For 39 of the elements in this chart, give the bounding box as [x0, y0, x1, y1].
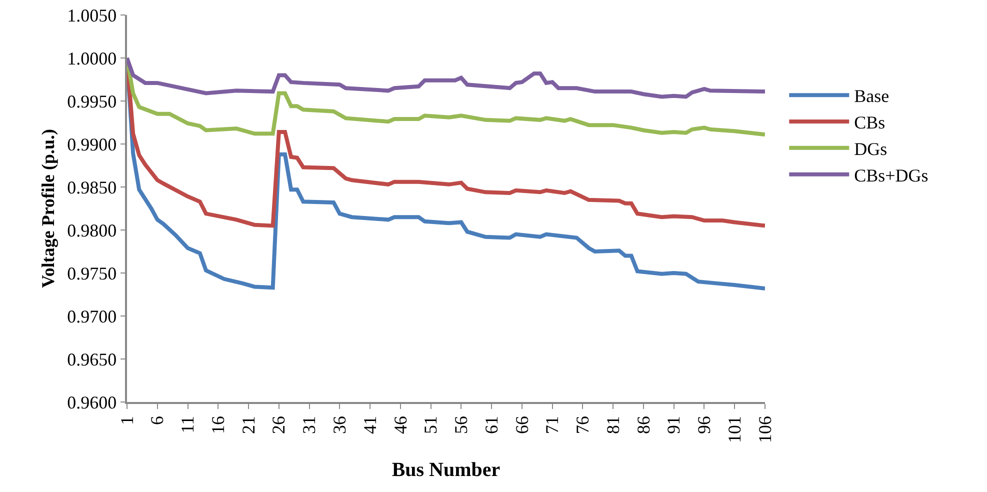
- x-tick-label: 76: [572, 416, 593, 434]
- y-tick-label: 0.9600: [67, 392, 117, 412]
- legend-label: Base: [854, 86, 890, 106]
- y-tick-label: 0.9750: [67, 263, 117, 284]
- y-tick-label: 0.9650: [67, 349, 117, 370]
- x-tick-label: 106: [754, 416, 775, 443]
- y-tick-label: 0.9850: [67, 177, 117, 198]
- x-tick-label: 41: [360, 416, 380, 434]
- x-tick-label: 66: [512, 416, 532, 434]
- x-tick-label: 46: [390, 416, 410, 434]
- y-tick-label: 0.9800: [67, 220, 117, 240]
- x-tick-label: 26: [268, 416, 289, 434]
- x-tick-label: 81: [602, 416, 623, 434]
- legend-label: CBs: [854, 112, 886, 133]
- x-tick-label: 86: [633, 416, 654, 434]
- x-tick-label: 6: [147, 416, 168, 425]
- y-tick-label: 1.0050: [67, 5, 117, 26]
- y-axis-title: Voltage Profile (p.u.): [38, 129, 58, 288]
- x-tick-label: 21: [238, 416, 258, 434]
- legend-label: CBs+DGs: [854, 165, 928, 186]
- x-tick-label: 91: [664, 416, 684, 434]
- x-tick-label: 51: [420, 416, 441, 434]
- x-tick-label: 16: [208, 416, 228, 434]
- x-tick-label: 96: [694, 416, 714, 434]
- y-tick-label: 0.9900: [67, 134, 117, 154]
- x-tick-label: 71: [542, 416, 562, 434]
- y-tick-label: 0.9950: [67, 91, 117, 112]
- x-tick-label: 56: [451, 416, 472, 434]
- x-tick-label: 11: [178, 416, 198, 434]
- x-tick-label: 36: [330, 416, 350, 434]
- x-tick-label: 1: [116, 416, 137, 425]
- y-tick-label: 0.9700: [67, 306, 117, 326]
- x-tick-label: 31: [299, 416, 320, 434]
- legend-label: DGs: [854, 138, 888, 159]
- line-series: [127, 56, 765, 99]
- y-tick-label: 1.0000: [67, 48, 117, 68]
- x-tick-label: 101: [724, 416, 744, 443]
- x-axis-title: Bus Number: [392, 458, 500, 481]
- x-tick-label: 61: [481, 416, 502, 434]
